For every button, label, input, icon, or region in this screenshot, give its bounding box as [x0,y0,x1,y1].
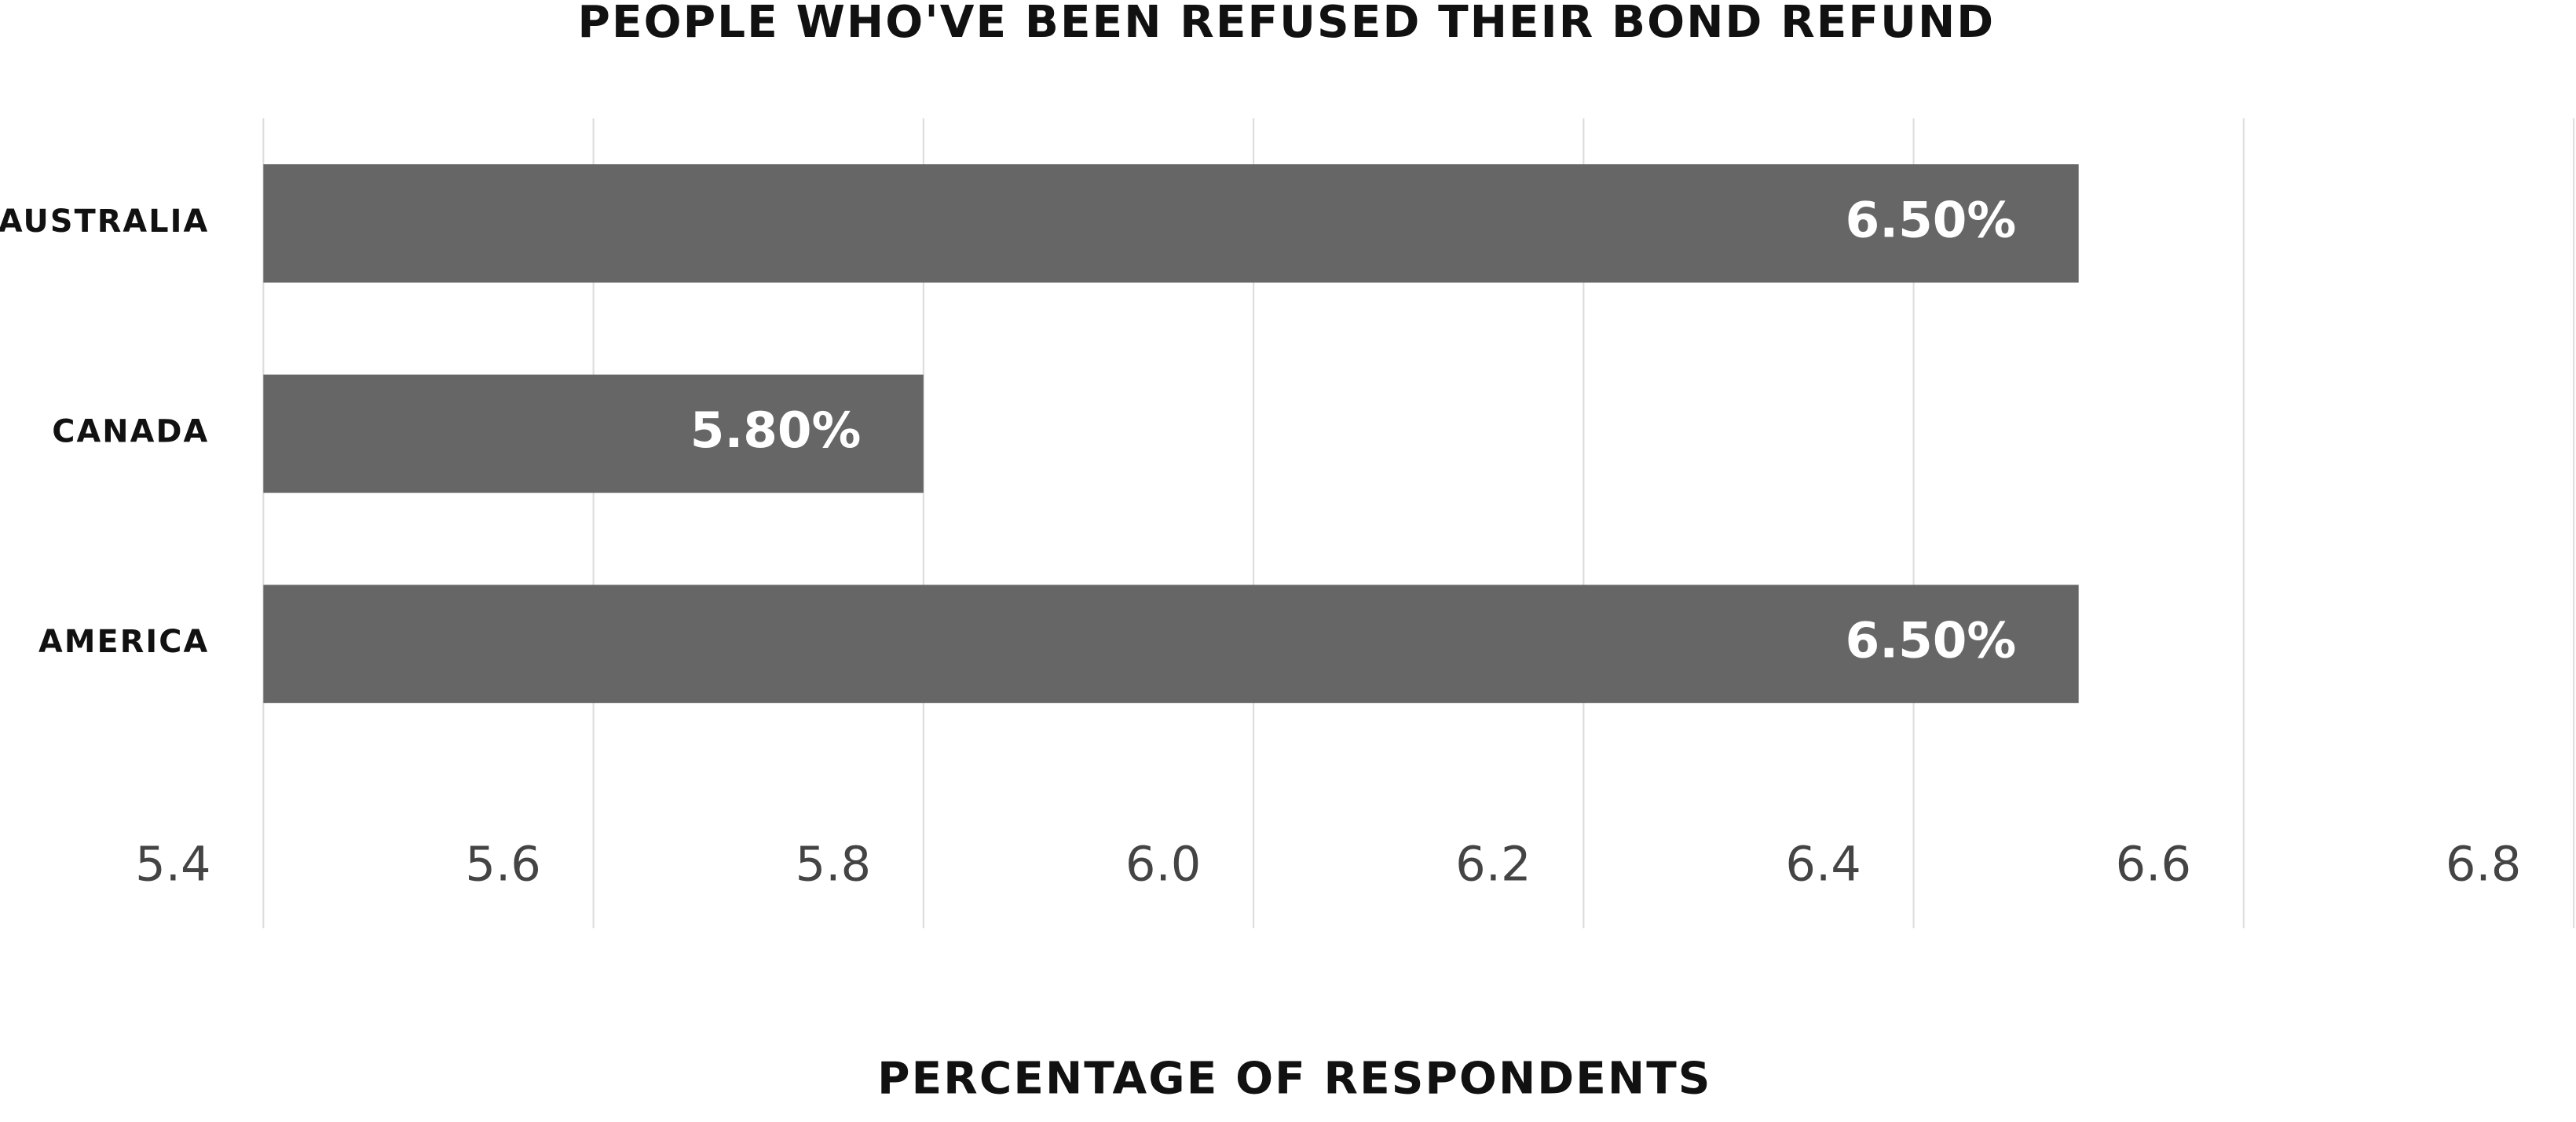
x-tick-label: 5.4 [135,838,210,893]
x-tick-label: 6.0 [1125,838,1201,893]
bar [263,164,2079,283]
x-tick-label: 6.4 [1785,838,1861,893]
category-label: CANADA [52,413,209,449]
x-tick-label: 6.2 [1455,838,1531,893]
category-label: AMERICA [38,624,209,660]
x-tick-label: 5.6 [465,838,540,893]
value-label: 6.50% [1846,612,2017,669]
value-label: 5.80% [690,402,862,459]
chart-title: PEOPLE WHO'VE BEEN REFUSED THEIR BOND RE… [578,0,1996,48]
bar [263,374,924,493]
x-tick-label: 6.6 [2116,838,2191,893]
x-axis-title: PERCENTAGE OF RESPONDENTS [877,1053,1711,1104]
value-label: 6.50% [1846,191,2017,248]
x-tick-label: 6.8 [2446,838,2521,893]
category-label: AUSTRALIA [0,204,209,240]
x-tick-label: 5.8 [796,838,871,893]
bar [263,585,2079,703]
